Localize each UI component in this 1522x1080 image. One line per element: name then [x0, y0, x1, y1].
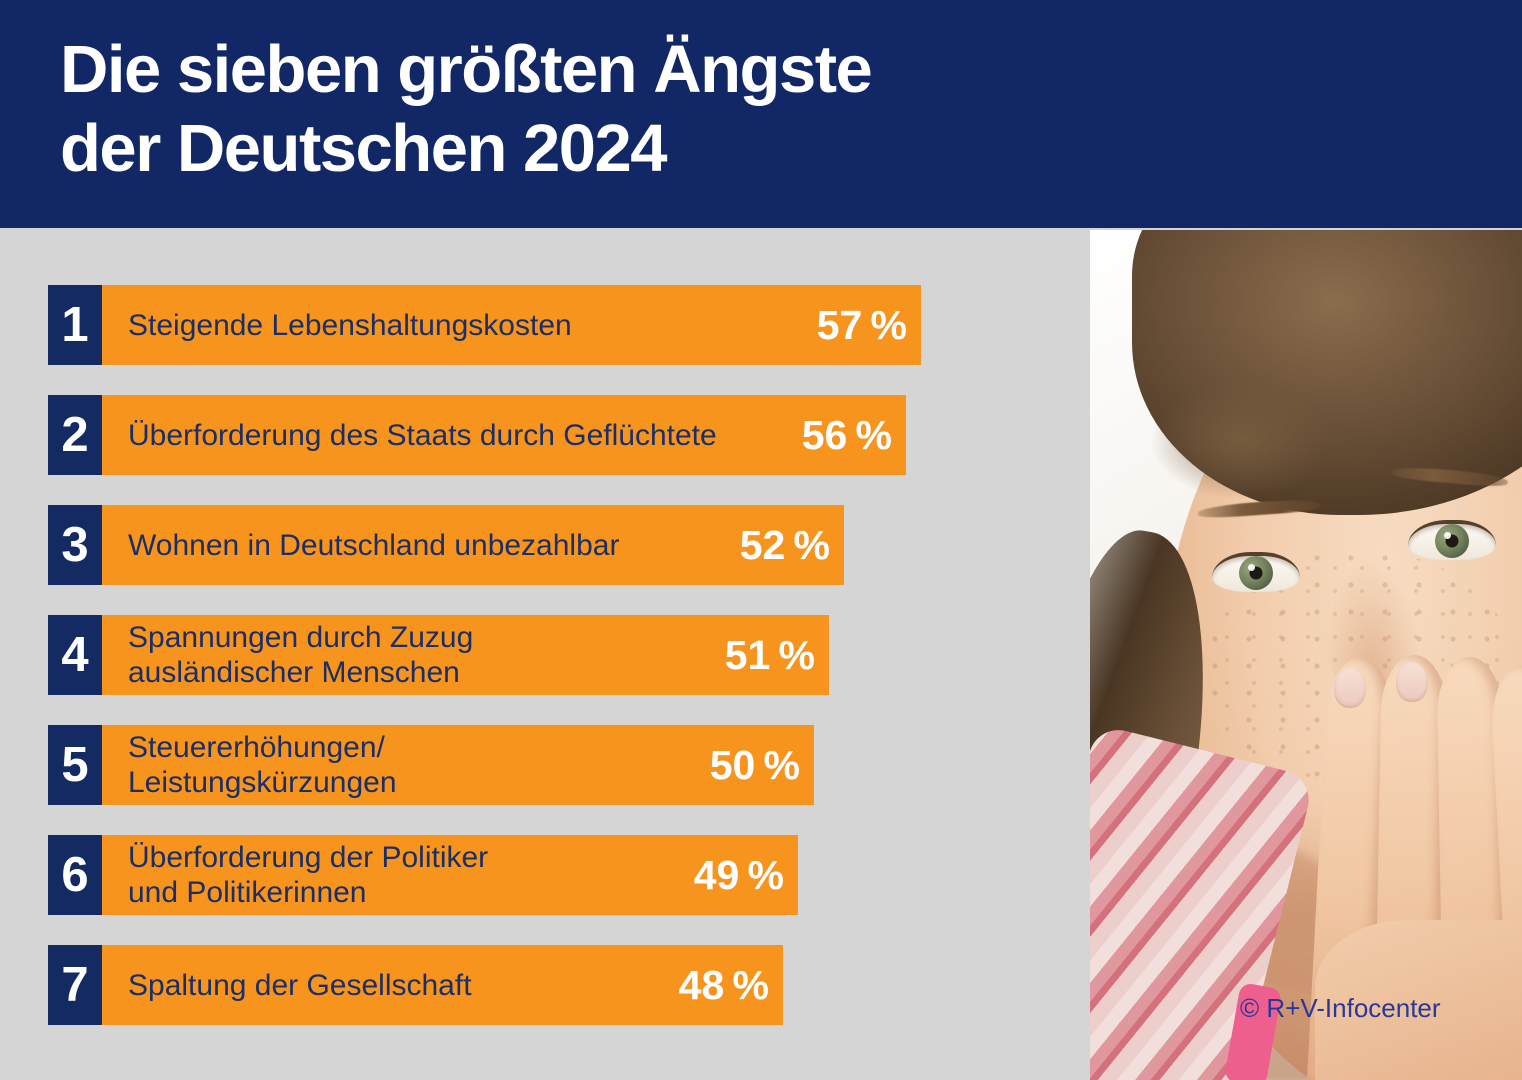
photo-eye-right: [1408, 520, 1496, 560]
fear-bar-row-1: 1 Steigende Lebenshaltungskosten 57 %: [48, 285, 921, 365]
photo-fingernail: [1334, 668, 1366, 708]
rank-badge: 7: [48, 945, 102, 1025]
photo-eye-glint: [1247, 563, 1255, 571]
rank-badge: 2: [48, 395, 102, 475]
bar-2: Überforderung des Staats durch Geflüchte…: [102, 395, 906, 475]
bar-label: Überforderung des Staats durch Geflüchte…: [128, 418, 717, 452]
photo-eye-left: [1212, 552, 1300, 592]
photo-hand-back: [1315, 920, 1522, 1080]
rank-badge: 4: [48, 615, 102, 695]
bar-percent: 51 %: [724, 631, 815, 678]
bar-3: Wohnen in Deutschland unbezahlbar 52 %: [102, 505, 844, 585]
photo-iris: [1239, 556, 1273, 590]
rank-badge: 6: [48, 835, 102, 915]
bar-label: Spannungen durch Zuzug ausländischer Men…: [128, 621, 474, 689]
fear-bar-row-4: 4 Spannungen durch Zuzug ausländischer M…: [48, 615, 829, 695]
fear-bar-row-2: 2 Überforderung des Staats durch Geflüch…: [48, 395, 906, 475]
woman-photo: © R+V-Infocenter: [1090, 230, 1522, 1080]
fear-bar-row-5: 5 Steuererhöhungen/ Leistungskürzungen 5…: [48, 725, 814, 805]
bar-percent: 52 %: [739, 521, 830, 568]
fear-bar-row-3: 3 Wohnen in Deutschland unbezahlbar 52 %: [48, 505, 844, 585]
bar-percent: 50 %: [709, 741, 800, 788]
bar-label: Wohnen in Deutschland unbezahlbar: [128, 528, 620, 562]
bar-percent: 48 %: [678, 961, 769, 1008]
bar-label: Spaltung der Gesellschaft: [128, 968, 472, 1002]
bar-percent: 57 %: [816, 301, 907, 348]
page-title-line1: Die sieben größten Ängste: [60, 32, 873, 107]
bar-4: Spannungen durch Zuzug ausländischer Men…: [102, 615, 829, 695]
bar-7: Spaltung der Gesellschaft 48 %: [102, 945, 783, 1025]
page-title: Die sieben größten Ängste der Deutschen …: [60, 30, 873, 188]
bar-label: Steigende Lebenshaltungskosten: [128, 308, 572, 342]
bar-1: Steigende Lebenshaltungskosten 57 %: [102, 285, 921, 365]
photo-iris: [1435, 524, 1469, 558]
fear-bar-row-7: 7 Spaltung der Gesellschaft 48 %: [48, 945, 783, 1025]
photo-credit: © R+V-Infocenter: [1240, 993, 1441, 1023]
page-title-line2: der Deutschen 2024: [60, 111, 668, 186]
bar-label: Überforderung der Politiker und Politike…: [128, 841, 489, 909]
bar-label: Steuererhöhungen/ Leistungskürzungen: [128, 731, 397, 799]
photo-hair-wisp: [1150, 380, 1330, 500]
bar-percent: 56 %: [801, 411, 892, 458]
header-banner: Die sieben größten Ängste der Deutschen …: [0, 0, 1522, 228]
rank-badge: 3: [48, 505, 102, 585]
rank-badge: 1: [48, 285, 102, 365]
photo-fingernail: [1396, 662, 1428, 702]
photo-eye-glint: [1443, 531, 1451, 539]
bar-percent: 49 %: [693, 851, 784, 898]
rank-badge: 5: [48, 725, 102, 805]
bar-6: Überforderung der Politiker und Politike…: [102, 835, 798, 915]
fear-bar-row-6: 6 Überforderung der Politiker und Politi…: [48, 835, 798, 915]
bar-5: Steuererhöhungen/ Leistungskürzungen 50 …: [102, 725, 814, 805]
